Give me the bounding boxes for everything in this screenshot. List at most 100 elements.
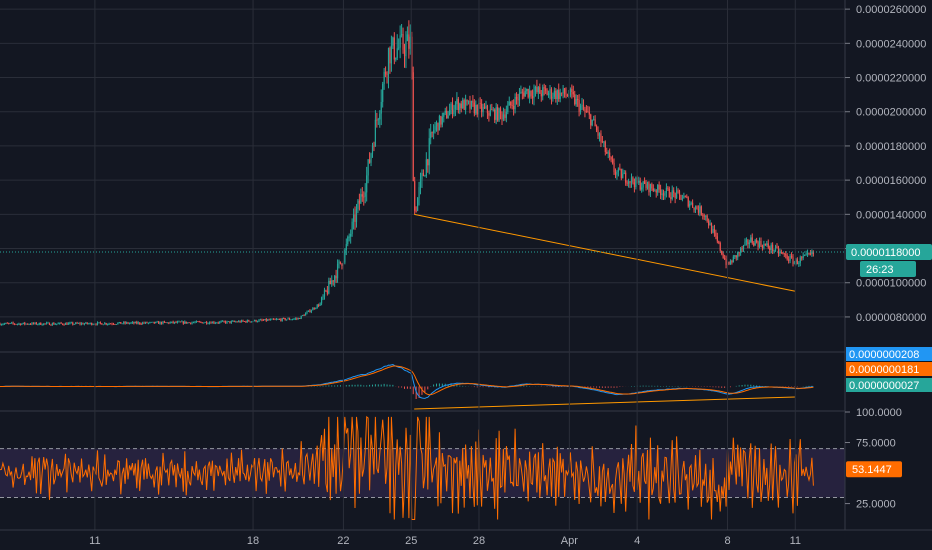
candle-body [563,88,566,95]
candle-body [427,159,429,166]
candle-body [175,321,177,323]
candle-body [300,315,302,319]
candle-body [259,319,262,321]
candle-body [27,323,29,325]
candle-body [232,321,234,322]
candle-body [673,190,675,194]
candle-body [307,310,310,312]
candle-body [217,322,219,324]
candle-body [37,324,39,325]
candle-body [578,100,580,112]
time-scale[interactable]: 11 18 22 25 28 Apr 4 8 11 [0,529,932,547]
candle-body [742,245,745,250]
candle-body [593,119,595,121]
candle-body [763,244,765,249]
time-tick-label: 11 [790,535,801,547]
candle-body [251,321,253,323]
candle-body [422,173,425,177]
candle-body [446,110,448,119]
candle-body [235,321,237,323]
candle-body [312,308,314,311]
candle-body [351,221,353,234]
candle-body [345,244,347,250]
candle-body [463,100,465,110]
candle-body [552,96,554,99]
candle-body [80,323,83,325]
candle-body [360,194,362,204]
candle-body [449,109,451,116]
candle-body [447,115,449,119]
candle-body [270,319,272,321]
candle-body [131,322,134,323]
candle-body [258,319,260,322]
candle-body [412,72,414,182]
candle-body [395,57,397,60]
candle-body [357,200,359,209]
candle-body [281,318,283,321]
candle-body [629,181,631,183]
macd-trendline[interactable] [414,396,796,410]
candle-body [166,322,168,324]
candle-body [709,223,711,226]
candle-body [123,322,125,324]
candle-body [465,99,467,110]
price-pane[interactable] [0,8,845,326]
candle-body [661,193,663,196]
candle-body [153,321,155,324]
candle-body [59,322,61,324]
candle-body [377,119,379,121]
drawn-trendline[interactable] [414,213,796,292]
candle-body [706,215,708,222]
macd-pane[interactable] [0,363,814,410]
candle-body [102,324,104,326]
candle-body [530,90,532,96]
candle-body [658,184,660,190]
candle-body [387,48,390,75]
candle-body [246,320,248,323]
candle-body [792,257,794,264]
candle-body [795,259,797,263]
price-scale[interactable]: 0.0000260000 0.0000240000 0.0000220000 0.00… [844,0,932,530]
candle-body [808,253,810,254]
time-tick-label: 8 [724,535,730,547]
candle-body [540,93,542,97]
candle-body [267,319,269,321]
candle-body [699,206,701,213]
candle-body [383,71,385,84]
candle-body [124,322,126,324]
histogram-value-label: 0.0000000027 [849,380,919,392]
candle-body [517,98,519,101]
candle-body [764,244,766,245]
candle-body [140,323,142,325]
candle-body [403,49,406,57]
candle-body [472,100,474,103]
candle-body [518,93,521,101]
candle-body [754,240,756,246]
candle-body [770,244,772,251]
candle-body [802,255,804,258]
candle-body [728,261,730,265]
candle-body [708,221,710,226]
candle-body [288,318,291,320]
candle-body [453,109,455,115]
candle-body [674,193,676,199]
candle-body [92,324,94,326]
candle-body [325,290,327,292]
candle-body [108,323,110,325]
candle-body [492,109,494,111]
macd-badge: 0.0000000208 [846,347,932,361]
candle-body [507,105,509,112]
candle-body [254,319,256,322]
candle-body [390,45,393,64]
rsi-pane[interactable] [0,415,845,520]
candle-body [335,275,337,279]
candle-body [638,180,640,183]
candle-body [376,119,378,121]
candle-body [386,74,388,76]
candle-body [85,322,87,324]
candle-body [21,323,23,325]
candle-body [12,322,14,324]
candle-body [96,322,99,325]
candle-body [136,321,138,324]
